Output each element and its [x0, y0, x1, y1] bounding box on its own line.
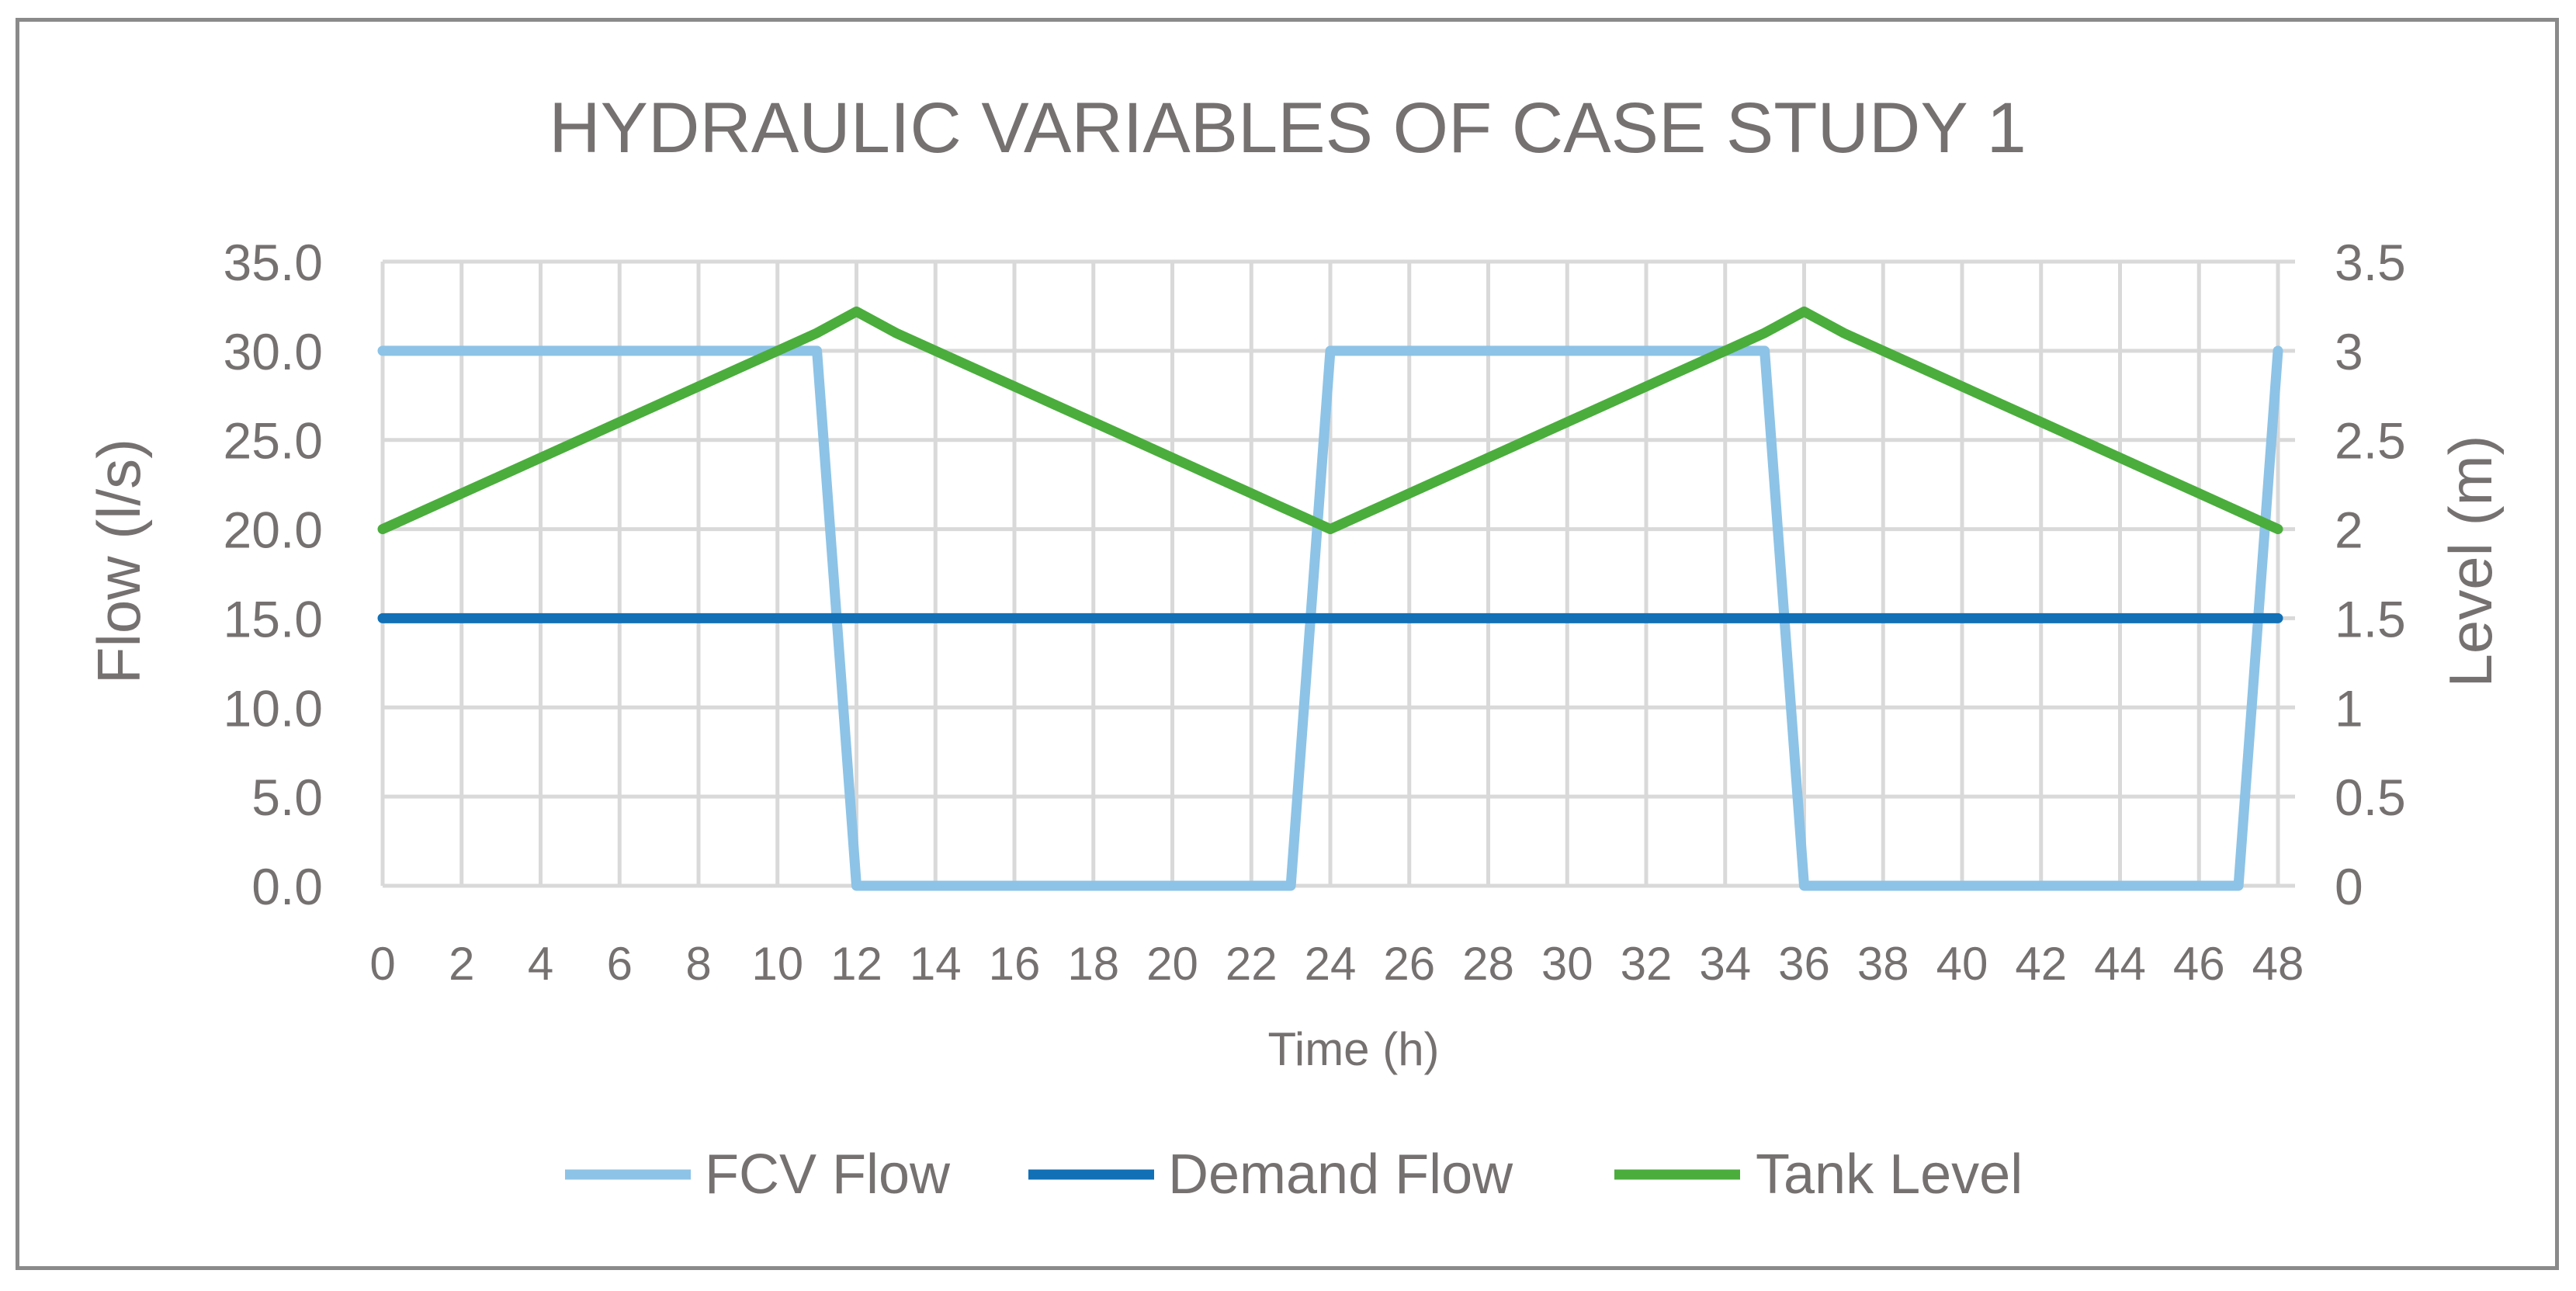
series-line-tank-level — [377, 306, 2283, 535]
x-tick-label: 2 — [449, 938, 474, 990]
x-tick-label: 10 — [751, 938, 803, 990]
y-right-tick-label: 2.5 — [2335, 412, 2406, 470]
x-tick-label: 38 — [1857, 938, 1909, 990]
y-axis-left-label: Flow (l/s) — [85, 439, 153, 684]
y-left-tick-label: 35.0 — [224, 234, 323, 291]
x-tick-label: 22 — [1226, 938, 1278, 990]
y-right-tick-label: 1.5 — [2335, 590, 2406, 647]
series-lines — [377, 306, 2283, 891]
legend-label-fcv-flow: FCV Flow — [705, 1144, 951, 1206]
x-tick-label: 14 — [910, 938, 962, 990]
y-left-tick-label: 20.0 — [224, 501, 323, 559]
y-right-tick-label: 1 — [2335, 679, 2363, 737]
x-tick-label: 6 — [607, 938, 633, 990]
x-tick-label: 48 — [2252, 938, 2304, 990]
x-tick-label: 46 — [2173, 938, 2225, 990]
x-tick-label: 42 — [2015, 938, 2067, 990]
y-left-tick-label: 10.0 — [224, 679, 323, 737]
x-tick-label: 30 — [1541, 938, 1593, 990]
y-right-tick-label: 0.5 — [2335, 769, 2406, 826]
x-tick-label: 32 — [1621, 938, 1673, 990]
y-right-tick-label: 3 — [2335, 323, 2363, 380]
x-tick-label: 18 — [1067, 938, 1119, 990]
x-tick-label: 20 — [1146, 938, 1198, 990]
x-tick-label: 0 — [369, 938, 395, 990]
tick-labels: 0 2 4 6 8 10 12 14 16 18 20 22 24 26 28 30 32 34 36 38 40 42 4… — [224, 234, 2406, 990]
y-left-tick-label: 30.0 — [224, 323, 323, 380]
y-left-tick-label: 5.0 — [251, 769, 323, 826]
x-tick-label: 26 — [1383, 938, 1435, 990]
y-right-tick-label: 3.5 — [2335, 234, 2406, 291]
y-right-tick-label: 0 — [2335, 858, 2363, 915]
x-tick-label: 12 — [830, 938, 882, 990]
x-tick-label: 44 — [2094, 938, 2146, 990]
x-tick-label: 4 — [528, 938, 553, 990]
x-tick-label: 34 — [1699, 938, 1751, 990]
x-tick-label: 8 — [685, 938, 711, 990]
y-left-tick-label: 0.0 — [251, 858, 323, 915]
x-tick-label: 36 — [1778, 938, 1830, 990]
x-tick-label: 24 — [1305, 938, 1357, 990]
legend: FCV Flow Demand Flow Tank Level — [565, 1144, 2023, 1206]
legend-label-demand-flow: Demand Flow — [1168, 1144, 1513, 1206]
y-right-tick-label: 2 — [2335, 501, 2363, 559]
x-tick-label: 28 — [1462, 938, 1514, 990]
y-left-tick-label: 25.0 — [224, 412, 323, 470]
y-left-tick-label: 15.0 — [224, 590, 323, 647]
legend-label-tank-level: Tank Level — [1756, 1144, 2023, 1206]
y-axis-right-label: Level (m) — [2436, 435, 2505, 687]
chart-title: HYDRAULIC VARIABLES OF CASE STUDY 1 — [549, 88, 2026, 168]
chart-frame — [16, 18, 2559, 1270]
series-line-fcv-flow — [377, 345, 2283, 891]
x-axis-label: Time (h) — [1267, 1023, 1439, 1075]
x-tick-label: 40 — [1936, 938, 1988, 990]
x-tick-label: 16 — [989, 938, 1041, 990]
